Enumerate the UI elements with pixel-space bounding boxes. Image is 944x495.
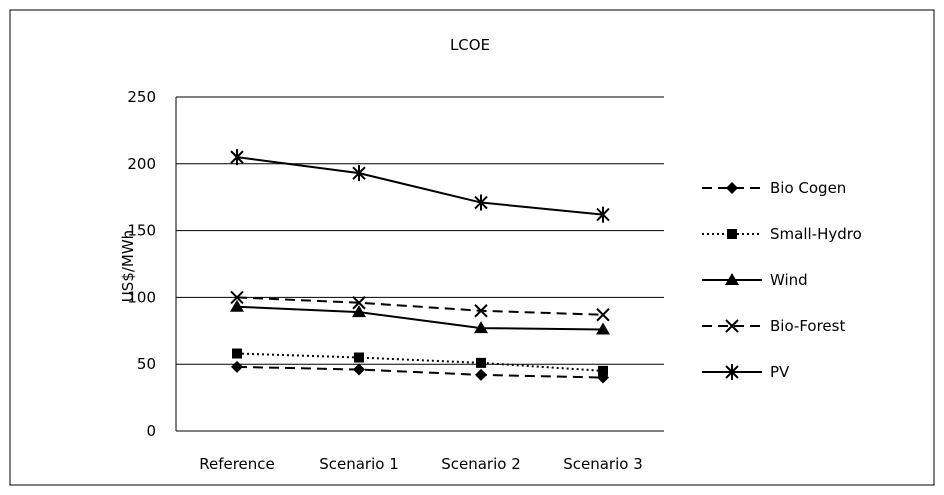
series-pv xyxy=(230,149,610,223)
legend: Bio Cogen Small-Hydro Wind Bio-Forest PV xyxy=(702,179,862,381)
legend-label-small-hydro: Small-Hydro xyxy=(770,225,862,243)
legend-label-bio-cogen: Bio Cogen xyxy=(770,179,846,197)
y-tick-label: 150 xyxy=(127,222,156,240)
y-axis-label: US$/MWh xyxy=(119,230,137,302)
x-tick-label: Scenario 2 xyxy=(441,455,521,473)
data-point-bio-forest xyxy=(474,304,488,318)
series-line-bio-forest xyxy=(236,296,604,316)
series-line-wind xyxy=(236,305,604,331)
y-tick-label: 200 xyxy=(127,155,156,173)
x-tick-label: Scenario 1 xyxy=(319,455,399,473)
data-point-wind xyxy=(352,305,366,318)
data-point-small-hydro xyxy=(598,365,608,376)
data-point-bio-forest xyxy=(596,308,610,322)
legend-item-bio-forest: Bio-Forest xyxy=(702,317,845,335)
data-point-pv xyxy=(474,194,488,211)
series-line-pv xyxy=(236,156,604,216)
legend-marker-bio-cogen xyxy=(726,182,738,194)
legend-item-pv: PV xyxy=(702,363,790,381)
legend-marker-small-hydro xyxy=(727,229,737,239)
legend-item-bio-cogen: Bio Cogen xyxy=(702,179,846,197)
data-point-wind xyxy=(596,322,610,335)
data-point-bio-cogen xyxy=(475,368,487,381)
x-tick-label: Reference xyxy=(199,455,275,473)
data-point-bio-forest xyxy=(230,290,244,305)
data-point-small-hydro xyxy=(476,357,486,368)
y-tick-label: 0 xyxy=(146,422,156,440)
data-point-bio-forest xyxy=(352,296,366,310)
data-point-wind xyxy=(230,299,244,312)
legend-label-bio-forest: Bio-Forest xyxy=(770,317,845,335)
series-small-hydro xyxy=(232,348,608,376)
data-point-small-hydro xyxy=(354,352,364,363)
legend-label-wind: Wind xyxy=(770,271,808,289)
y-tick-label: 100 xyxy=(127,288,156,306)
data-point-pv xyxy=(352,165,366,182)
legend-marker-pv xyxy=(725,364,739,380)
gridlines xyxy=(176,96,664,432)
legend-item-small-hydro: Small-Hydro xyxy=(702,225,862,243)
series-layer xyxy=(230,149,610,384)
legend-marker-wind xyxy=(725,273,739,285)
x-axis-ticks: Reference Scenario 1 Scenario 2 Scenario 3 xyxy=(199,455,643,473)
y-tick-label: 50 xyxy=(137,355,156,373)
data-point-wind xyxy=(474,321,488,334)
x-tick-label: Scenario 3 xyxy=(563,455,643,473)
data-point-bio-cogen xyxy=(353,363,365,376)
y-tick-label: 250 xyxy=(127,88,156,106)
series-bio-forest xyxy=(230,290,610,322)
data-point-pv xyxy=(230,149,244,166)
data-point-small-hydro xyxy=(232,348,242,359)
chart-title: LCOE xyxy=(450,36,490,54)
y-axis-ticks: 0 50 100 150 200 250 xyxy=(127,88,156,440)
data-point-pv xyxy=(596,206,610,223)
series-wind xyxy=(230,299,610,335)
legend-item-wind: Wind xyxy=(702,271,808,289)
legend-marker-bio-forest xyxy=(725,319,739,333)
chart-border xyxy=(9,9,935,486)
series-line-small-hydro xyxy=(236,352,604,372)
legend-label-pv: PV xyxy=(770,363,790,381)
series-line-bio-cogen xyxy=(236,365,604,379)
data-point-bio-cogen xyxy=(231,360,243,373)
